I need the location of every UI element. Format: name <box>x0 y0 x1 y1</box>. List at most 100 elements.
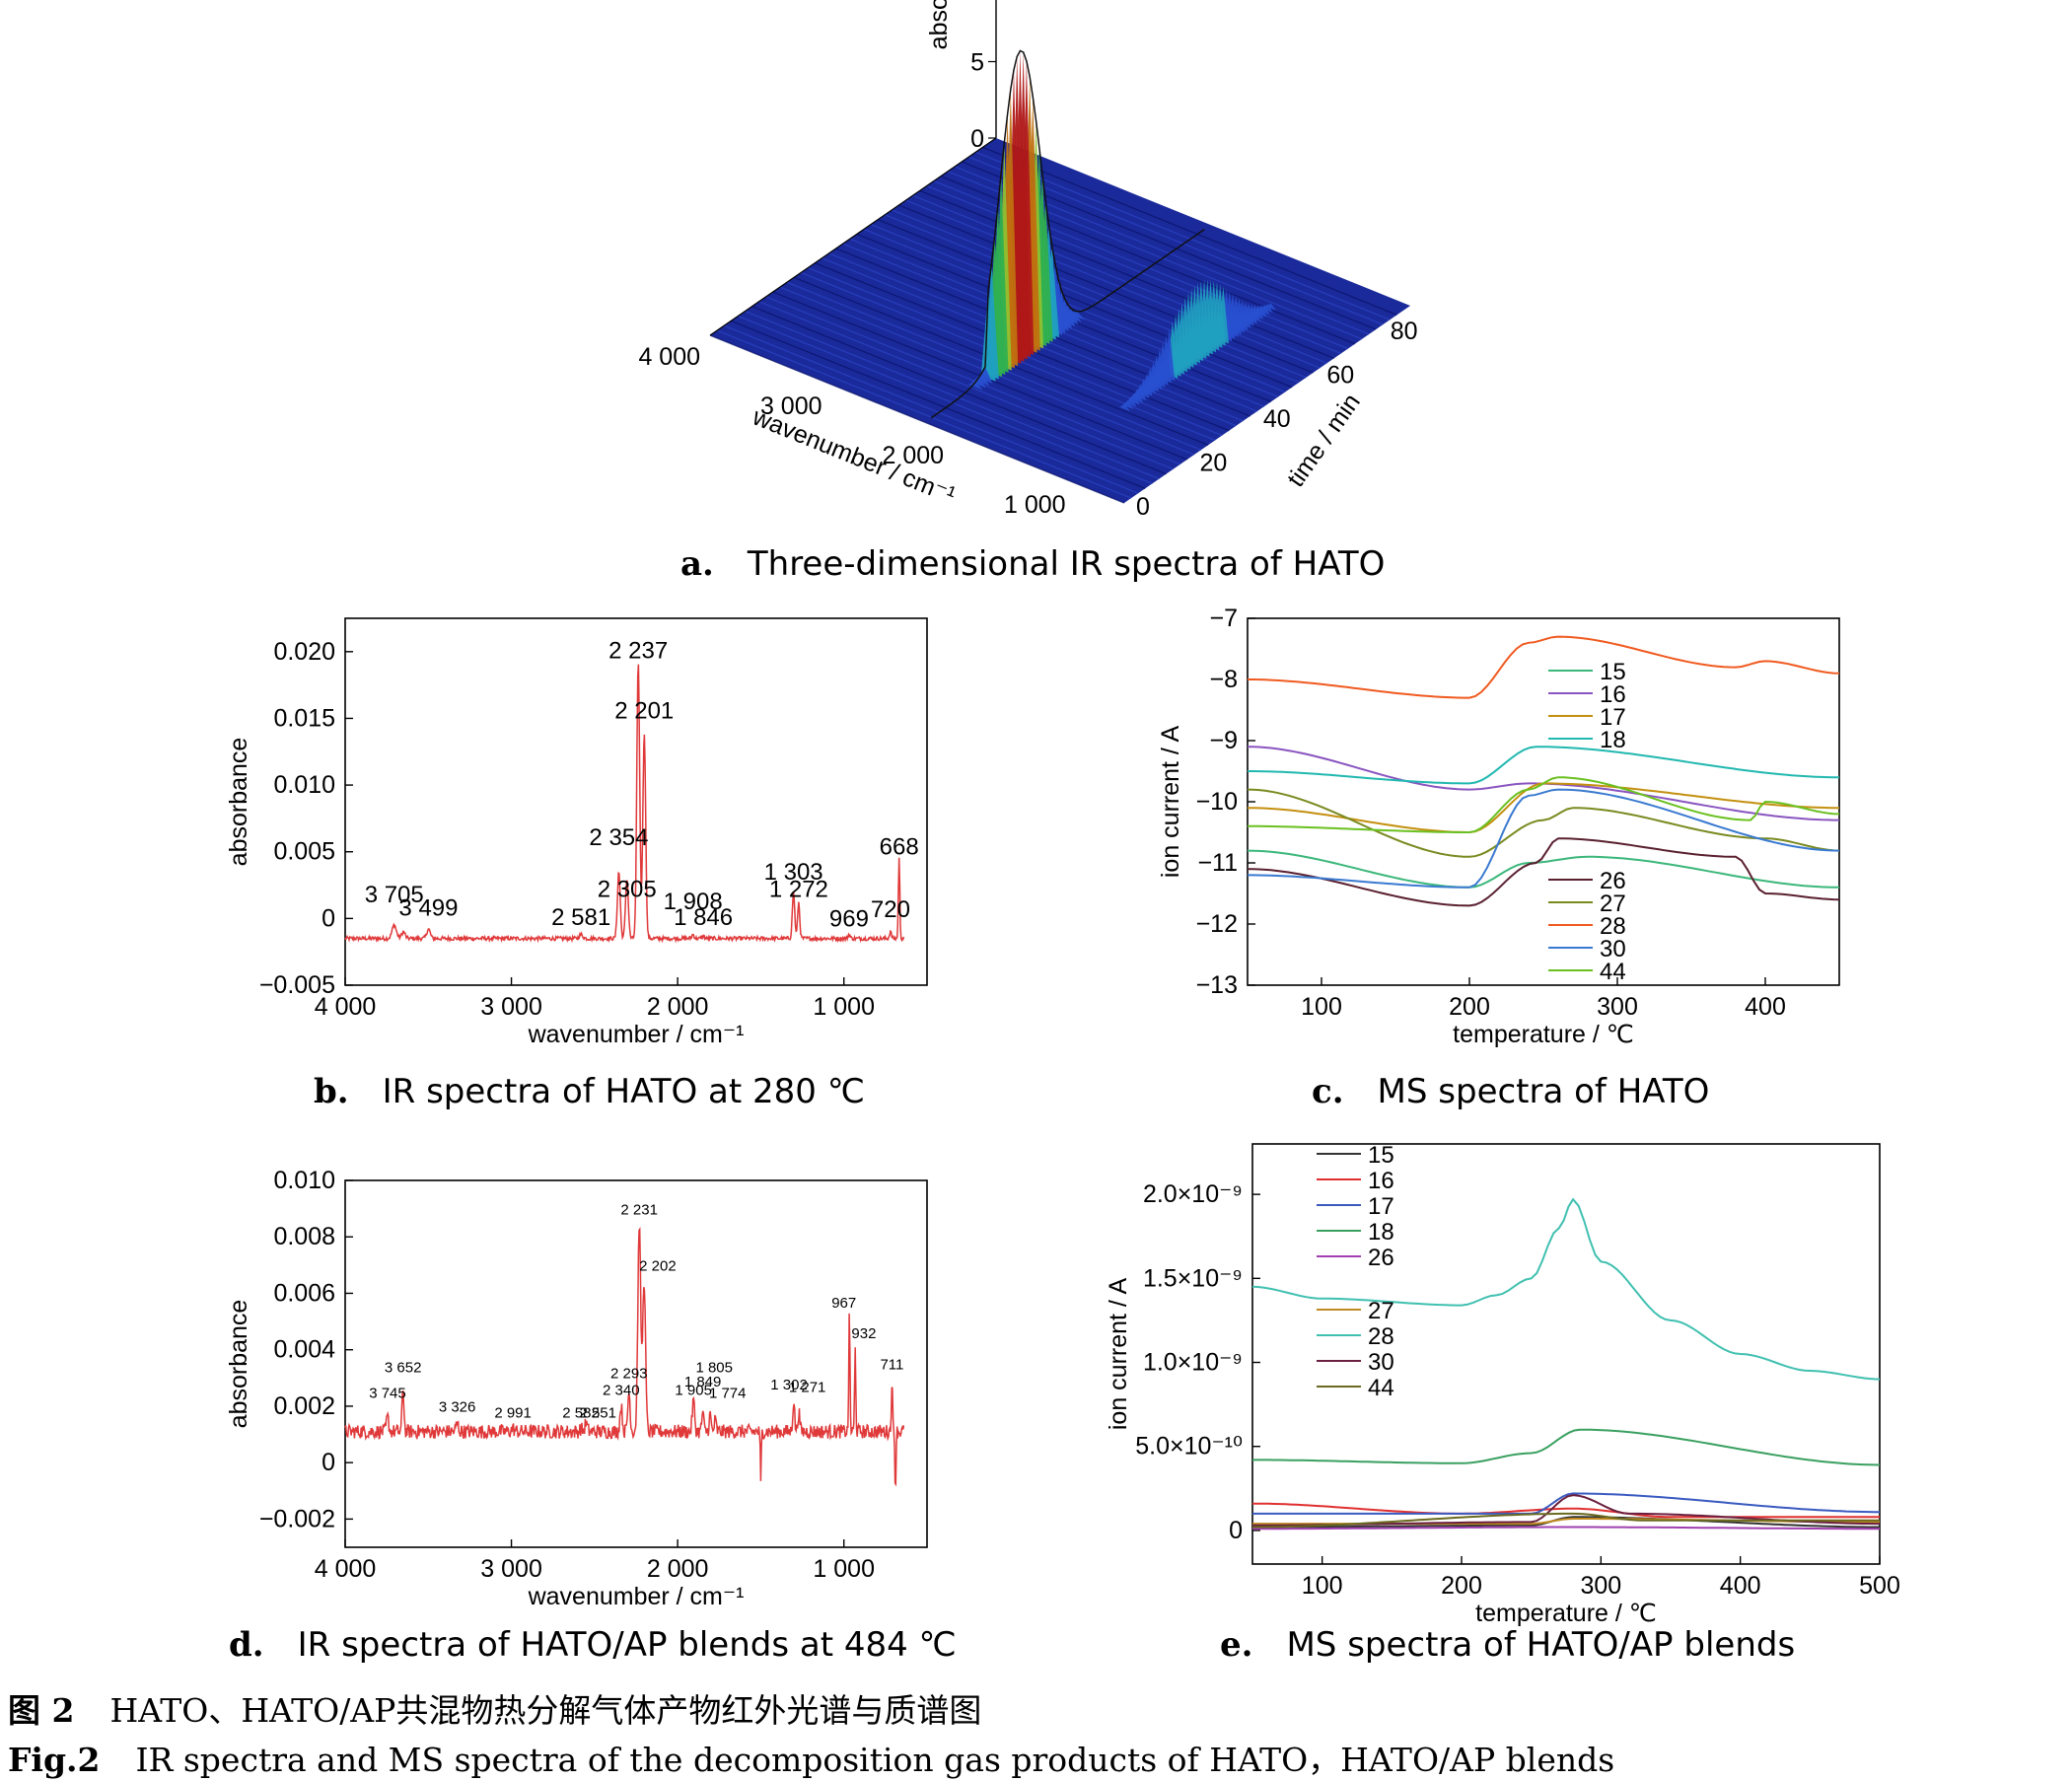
surface-ridge-main <box>971 377 986 389</box>
series-line-17 <box>1247 782 1839 834</box>
caption-d: d. IR spectra of HATO/AP blends at 484 ℃ <box>229 1625 957 1665</box>
y-tick-label: 0 <box>322 1449 335 1476</box>
peak-label: 2 202 <box>639 1258 677 1275</box>
y-axis-label: time / min <box>1282 389 1366 492</box>
floor-texture-line <box>731 320 1146 489</box>
ms-chart-c-svg: 100 200 300 400 −13 −12 −11 −10 −9 −8 −7 temperatur… <box>1157 605 1840 1048</box>
peak-label: 2 237 <box>608 638 668 665</box>
y-tick-label: 40 <box>1263 405 1291 433</box>
x-axis-label: wavenumber / cm⁻¹ <box>528 1583 745 1610</box>
x-tick-label: 1 000 <box>813 1555 875 1583</box>
caption-a: a. Three-dimensional IR spectra of HATO <box>680 544 1385 584</box>
y-tick-label: 0 <box>1229 1517 1243 1544</box>
legend-label-44: 44 <box>1368 1375 1394 1401</box>
panel-b-ir-chart: 4 000 3 000 2 000 1 000 −0.005 0 0.005 0.010 0.0… <box>207 602 957 1065</box>
legend-label-30: 30 <box>1368 1349 1394 1376</box>
y-tick-label: 80 <box>1391 318 1418 345</box>
y-axis-label: ion current / A <box>1157 726 1184 879</box>
spectrum-line <box>344 664 905 944</box>
y-tick-label: −7 <box>1209 605 1238 632</box>
floor-texture-line <box>716 329 1132 499</box>
peak-label: 2 581 <box>551 904 610 931</box>
z-tick-label: 5 <box>970 49 984 77</box>
x-tick-label: 200 <box>1441 1572 1482 1600</box>
floor-texture-line <box>905 199 1321 369</box>
y-axis-label: ion current / A <box>1105 1278 1132 1431</box>
floor-texture-line <box>877 219 1293 389</box>
surface-ridge-secondary <box>1128 392 1140 405</box>
x-axis-label: temperature / ℃ <box>1453 1021 1634 1048</box>
x-tick-label: 2 000 <box>647 1555 709 1583</box>
x-tick-label: 4 000 <box>638 343 700 371</box>
legend-label-30: 30 <box>1600 936 1626 962</box>
peak-label: 967 <box>831 1295 856 1312</box>
y-tick-label: −8 <box>1209 666 1238 693</box>
y-tick-label: 2.0×10⁻⁹ <box>1143 1180 1243 1208</box>
caption-e-text: MS spectra of HATO/AP blends <box>1286 1625 1796 1665</box>
peak-label: 2 231 <box>620 1201 658 1218</box>
floor-texture-line <box>758 301 1174 470</box>
floor-texture-line <box>982 146 1397 316</box>
y-tick-label: 0 <box>1136 493 1150 521</box>
series-line-18 <box>1252 1428 1881 1466</box>
figure-label-en: Fig.2 <box>8 1741 101 1779</box>
y-tick-label: 0.006 <box>273 1279 335 1307</box>
caption-a-text: Three-dimensional IR spectra of HATO <box>747 544 1386 584</box>
x-axis-label: wavenumber / cm⁻¹ <box>528 1021 745 1048</box>
legend-label-18: 18 <box>1368 1219 1394 1246</box>
ir-chart-d-svg: 4 000 3 000 2 000 1 000 −0.002 0 0.002 0.004 0.0… <box>225 1167 928 1610</box>
x-tick-label: 3 000 <box>760 392 822 420</box>
legend-label-26: 26 <box>1368 1245 1394 1271</box>
legend-label-15: 15 <box>1600 659 1626 685</box>
caption-b-text: IR spectra of HATO at 280 ℃ <box>382 1072 865 1111</box>
x-tick-label: 200 <box>1449 993 1490 1021</box>
series-line-30 <box>1248 788 1840 889</box>
ms-chart-e-svg: 100 200 300 400 500 0 5.0×10⁻¹⁰ 1.0×10⁻⁹ 1.5×10⁻… <box>1105 1142 1900 1627</box>
y-tick-label: −12 <box>1196 910 1238 938</box>
panel-d-ir-chart: 4 000 3 000 2 000 1 000 −0.002 0 0.002 0.004 0.0… <box>207 1164 957 1627</box>
x-tick-label: 100 <box>1301 993 1342 1021</box>
x-tick-label: 500 <box>1859 1572 1900 1600</box>
peak-label: 1 905 <box>675 1382 712 1398</box>
peak-label: 668 <box>880 833 919 860</box>
y-tick-label: −11 <box>1197 849 1238 877</box>
floor-texture-line <box>884 214 1300 384</box>
legend-label-27: 27 <box>1600 890 1626 917</box>
ir-chart-b-svg: 4 000 3 000 2 000 1 000 −0.005 0 0.005 0.010 0.0… <box>225 617 928 1048</box>
x-tick-label: 2 000 <box>647 993 709 1021</box>
back-edge-line <box>709 137 997 336</box>
surface-crest-line <box>930 49 1205 419</box>
caption-b: b. IR spectra of HATO at 280 ℃ <box>314 1072 865 1111</box>
plot-frame <box>344 617 928 986</box>
peak-label: 1 849 <box>684 1374 722 1390</box>
peak-label: 3 745 <box>369 1385 406 1401</box>
peak-label: 2 582 <box>562 1404 600 1421</box>
y-tick-label: −10 <box>1196 788 1238 816</box>
surface-ridge-main <box>980 289 996 382</box>
x-tick-label: 100 <box>1302 1572 1343 1600</box>
series-line-28 <box>1248 635 1840 699</box>
surface-ridge-secondary <box>1118 403 1131 412</box>
legend-label-16: 16 <box>1368 1168 1394 1194</box>
floor-texture-line <box>892 209 1307 379</box>
peak-label: 1 774 <box>709 1385 747 1401</box>
x-tick-label: 300 <box>1580 1572 1621 1600</box>
peak-label: 1 908 <box>664 889 723 915</box>
y-tick-label: 0.004 <box>273 1336 335 1364</box>
caption-e: e. MS spectra of HATO/AP blends <box>1220 1625 1795 1665</box>
legend-label-17: 17 <box>1368 1193 1394 1220</box>
peak-label: 3 652 <box>385 1360 422 1377</box>
floor-texture-line <box>751 306 1167 475</box>
y-tick-label: 0.002 <box>273 1392 335 1420</box>
series-line-18 <box>1248 746 1839 785</box>
y-tick-label: 0.010 <box>273 771 335 799</box>
y-tick-label: −13 <box>1196 971 1238 999</box>
y-tick-label: 0.010 <box>273 1167 335 1194</box>
plot-frame <box>344 1179 928 1548</box>
x-axis-label: temperature / ℃ <box>1475 1600 1657 1627</box>
peak-label: 969 <box>829 905 869 932</box>
series-line-27 <box>1247 788 1840 858</box>
peak-label: 932 <box>851 1325 876 1342</box>
caption-d-letter: d. <box>229 1625 264 1665</box>
